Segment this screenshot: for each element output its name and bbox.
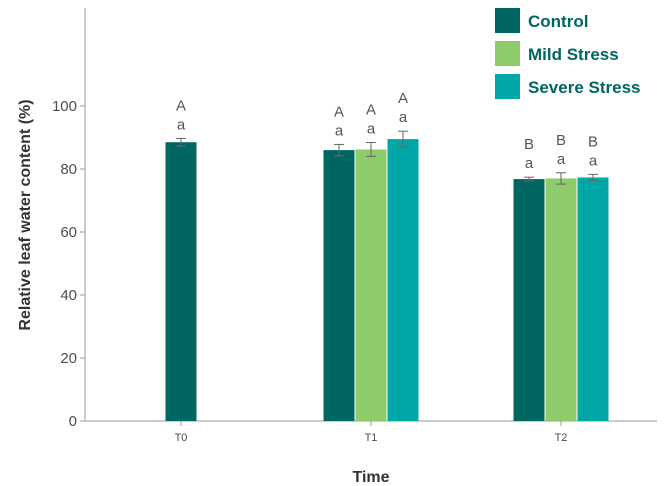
significance-letter-upper: B — [588, 133, 598, 150]
y-tick-label: 40 — [60, 287, 77, 304]
significance-letter-upper: A — [398, 90, 408, 107]
bar — [355, 149, 387, 421]
error-bars — [176, 130, 598, 185]
x-tick-label: T2 — [555, 432, 568, 444]
legend: Control Mild Stress Severe Stress — [495, 8, 640, 99]
x-axis-title: Time — [352, 469, 389, 486]
bar — [577, 177, 609, 421]
x-ticks: T0 T1 T2 — [175, 421, 568, 444]
significance-letter-lower: a — [335, 122, 344, 139]
x-tick-label: T0 — [175, 432, 188, 444]
bar — [165, 142, 197, 421]
legend-label: Severe Stress — [528, 78, 640, 97]
y-tick-label: 100 — [52, 98, 77, 115]
bar — [545, 178, 577, 421]
legend-label: Control — [528, 12, 588, 31]
y-axis-title: Relative leaf water content (%) — [17, 99, 34, 330]
legend-swatch — [495, 8, 520, 33]
y-tick-label: 80 — [60, 161, 77, 178]
significance-letter-lower: a — [525, 155, 534, 172]
significance-letter-upper: A — [176, 97, 186, 114]
bar — [387, 139, 419, 421]
significance-letter-lower: a — [399, 109, 408, 126]
significance-letter-lower: a — [367, 121, 376, 138]
significance-letter-lower: a — [557, 151, 566, 168]
legend-label: Mild Stress — [528, 45, 619, 64]
significance-letter-upper: B — [556, 132, 566, 149]
bar — [323, 150, 355, 421]
y-tick-label: 60 — [60, 224, 77, 241]
significance-letter-upper: B — [524, 136, 534, 153]
significance-letter-lower: a — [177, 116, 186, 133]
y-ticks: 0 20 40 60 80 100 — [52, 98, 85, 430]
bar — [513, 179, 545, 421]
y-tick-label: 0 — [69, 413, 77, 430]
significance-letter-upper: A — [334, 103, 344, 120]
legend-swatch — [495, 41, 520, 66]
y-tick-label: 20 — [60, 350, 77, 367]
significance-letter-lower: a — [589, 152, 598, 169]
legend-swatch — [495, 74, 520, 99]
x-tick-label: T1 — [365, 432, 378, 444]
bars — [165, 139, 609, 421]
significance-letter-upper: A — [366, 102, 376, 119]
